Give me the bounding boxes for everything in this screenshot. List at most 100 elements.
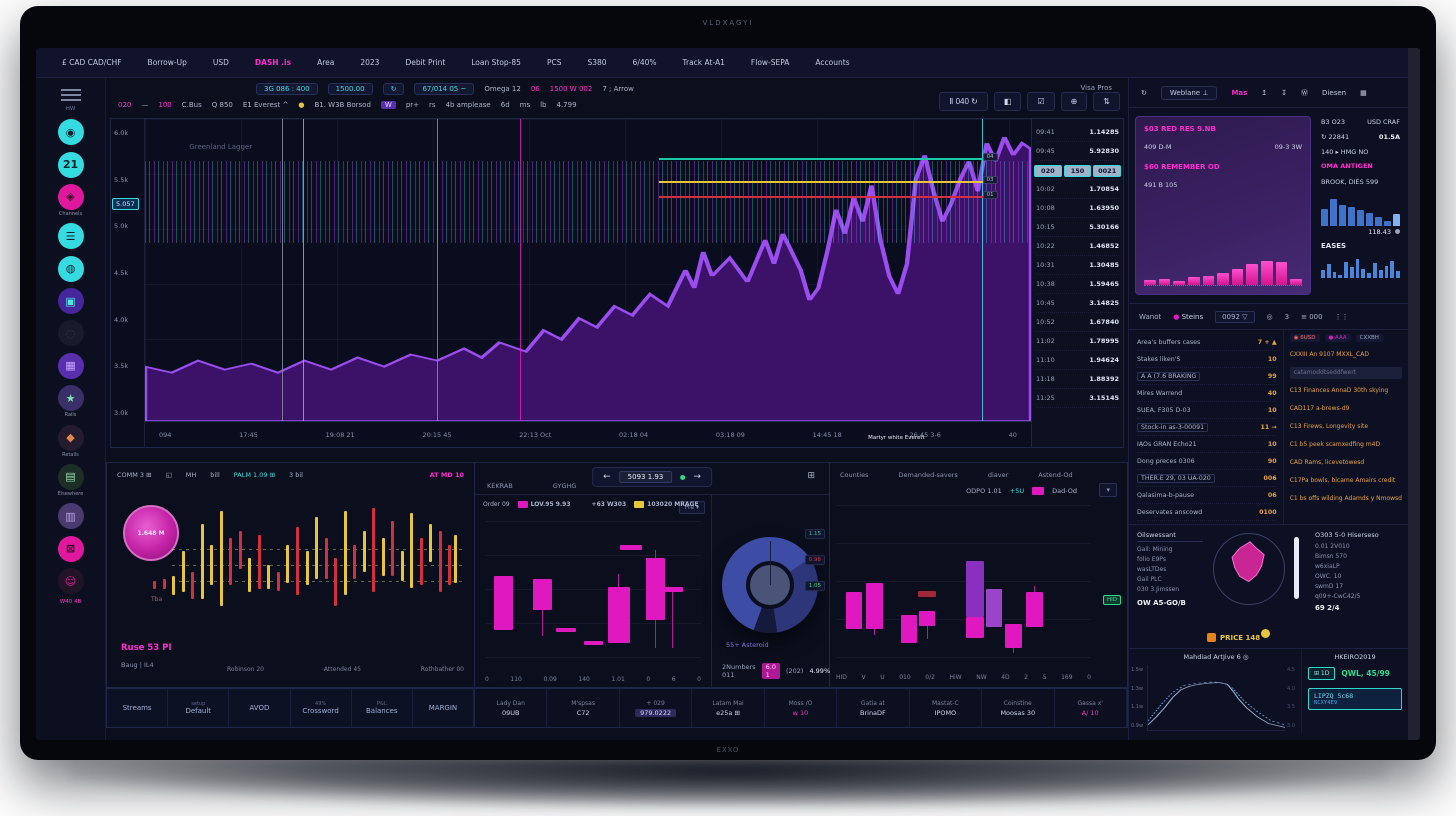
toolbar-indicator[interactable]: C.Bus — [181, 101, 202, 109]
footer-tab[interactable]: 49% Crossword — [291, 689, 352, 727]
menu-item[interactable]: Area — [317, 58, 335, 67]
sidebar-item[interactable]: ▣ — [57, 288, 84, 315]
footer-tab[interactable]: Streams — [107, 689, 169, 727]
watchlist-row[interactable]: Mires Warrend 40 — [1137, 385, 1277, 402]
menu-item[interactable]: 6/40% — [632, 58, 657, 67]
breadth-dropdown[interactable]: ▾ — [1099, 483, 1117, 497]
sidebar-item[interactable]: ★ Rails — [57, 385, 84, 418]
sidebar-app-icon[interactable]: ◉ — [57, 119, 84, 146]
selected-order-row[interactable]: 020 150 0021 — [1034, 161, 1122, 180]
volume-header-item[interactable]: AT MD 10 — [429, 471, 464, 479]
sidebar-app-icon[interactable]: ▥ — [57, 503, 84, 530]
footer-tab[interactable]: setup Default — [168, 689, 230, 727]
news-row[interactable]: CAD Rams, licevetowesd — [1289, 459, 1365, 466]
sidebar-app-icon[interactable]: ★ — [57, 385, 84, 412]
panel-tab[interactable]: GYGHG — [552, 482, 577, 490]
sidebar-item[interactable]: ◆ Retails — [57, 424, 84, 458]
toolbar-indicator[interactable]: B1. W3B Borsod — [314, 101, 371, 109]
order-row[interactable]: 09:41 1.14285 — [1036, 123, 1119, 142]
order-row[interactable]: 11:10 1.94624 — [1036, 351, 1119, 370]
order-row[interactable]: 11:25 3.15145 — [1036, 389, 1119, 408]
hamburger-menu-icon[interactable] — [60, 86, 81, 104]
status-cell[interactable]: Latam Mai e25a ⊞ — [692, 689, 765, 727]
order-line[interactable]: 03 — [658, 175, 998, 184]
toolbar-indicator[interactable]: 100 — [158, 101, 172, 109]
right-header-item[interactable]: Ⓦ — [1301, 88, 1309, 97]
scrollbar-thumb[interactable] — [1294, 537, 1299, 599]
sidebar-app-icon[interactable]: ▦ — [57, 352, 84, 379]
watchlist-row[interactable]: Qalasima-b-pause 06 — [1137, 487, 1277, 504]
order-row[interactable]: 10:52 1.67840 — [1036, 313, 1119, 332]
right-header-item[interactable]: ↥ — [1261, 88, 1268, 97]
menu-item[interactable]: Debit Print — [405, 58, 446, 67]
news-row[interactable]: C13 Finances AnnaD 30th skying — [1289, 387, 1389, 394]
right-header-item[interactable]: ▦ — [1360, 88, 1367, 97]
breadth-bar-chart[interactable] — [836, 505, 1091, 661]
menu-item[interactable]: £ CAD CAD/CHF — [62, 58, 122, 67]
menu-item[interactable]: PCS — [546, 58, 562, 67]
sidebar-app-icon[interactable]: 21 — [57, 151, 84, 178]
menu-item[interactable]: 2023 — [360, 58, 380, 67]
candle-dropdown[interactable]: Pre ▾ — [678, 501, 705, 514]
sidebar-item[interactable]: ◉ — [57, 119, 84, 146]
radar-chart[interactable] — [1213, 533, 1285, 605]
toolbar-indicator[interactable]: lb — [540, 101, 547, 109]
toolbar-control[interactable]: 1500 W 002 — [549, 85, 593, 93]
watchlist-header-item[interactable]: ● Steins — [1173, 312, 1204, 321]
toolbar-indicator[interactable]: ms — [519, 101, 531, 109]
menu-item[interactable]: Accounts — [815, 58, 850, 67]
menu-item[interactable]: USD — [212, 58, 229, 67]
toolbar-control[interactable]: 3G 086 : 400 — [256, 83, 318, 95]
volume-header-item[interactable]: COMM 3 ⊞ — [117, 471, 152, 479]
status-cell[interactable]: Coinstine Moosas 30 — [982, 689, 1055, 727]
next-button[interactable]: → — [693, 472, 701, 482]
watchlist-header-item[interactable]: 0092 ▽ — [1215, 310, 1255, 323]
menu-item[interactable]: Flow-SEPA — [750, 58, 790, 67]
volume-header-item[interactable]: 3 bil — [289, 471, 303, 479]
sidebar-app-icon[interactable]: ◈ — [57, 183, 84, 210]
news-filter-chip[interactable]: CXXBH — [1355, 334, 1383, 342]
watchlist-header-item[interactable]: 3 — [1284, 312, 1290, 321]
panel-tab[interactable]: Counties — [840, 471, 869, 479]
panel-tab[interactable]: Astend-Od — [1038, 471, 1073, 479]
toolbar-button[interactable]: ⊕ — [1060, 92, 1088, 111]
toolbar-button[interactable]: ◧ — [993, 92, 1022, 111]
order-line[interactable]: 04 — [658, 153, 998, 162]
sidebar-item[interactable]: ◈ Channels — [57, 183, 84, 217]
menu-item[interactable]: Track At-A1 — [682, 58, 725, 67]
watchlist-row[interactable]: Area's buffers cases 7 + ▲ — [1137, 334, 1277, 351]
watchlist-row[interactable]: Dong preces 0306 90 — [1137, 453, 1277, 470]
panel-tab[interactable]: Demanded-savers — [898, 471, 958, 479]
status-cell[interactable]: Mastat-C IPOMO — [910, 689, 983, 727]
order-row[interactable]: 11:18 1.88392 — [1036, 370, 1119, 389]
order-row[interactable]: 10:02 1.70854 — [1036, 180, 1119, 199]
status-cell[interactable]: Moss /O w 10 — [765, 689, 838, 727]
news-filter-chip[interactable]: ◉ 6USD — [1289, 334, 1320, 342]
menu-item[interactable]: DASH .is — [254, 58, 292, 67]
watchlist-header-item[interactable]: ≡ 000 — [1301, 312, 1323, 321]
sidebar-app-icon[interactable]: ◌ — [57, 320, 84, 347]
watchlist-row[interactable]: Deservates anscowd 0100 — [1137, 504, 1277, 521]
right-header-item[interactable]: Diesen — [1322, 88, 1347, 97]
sidebar-app-icon[interactable]: ▣ — [57, 288, 84, 315]
volume-spike-chart[interactable] — [147, 497, 464, 633]
promo-card[interactable]: $03 RED RES 9.NB 409 D-M 09-3 3W $60 REM… — [1135, 116, 1311, 295]
order-row[interactable] — [1036, 161, 1119, 180]
toolbar-indicator[interactable]: E1 Everest ^ — [242, 101, 289, 109]
order-row[interactable]: 10:31 1.30485 — [1036, 256, 1119, 275]
volume-header-item[interactable]: PALM 1.09 ⊞ — [233, 471, 276, 479]
sidebar-item[interactable]: ☰ — [57, 223, 84, 250]
order-row[interactable]: 09:45 5.92830 — [1036, 142, 1119, 161]
order-row[interactable]: 10:08 1.63950 — [1036, 199, 1119, 218]
sidebar-app-icon[interactable]: ☰ — [57, 223, 84, 250]
right-header-item[interactable]: Weblane ⊥ — [1160, 85, 1218, 100]
watchlist-row[interactable]: Stock-in as-3-00091 11 → — [1137, 419, 1277, 436]
news-row[interactable]: C1 bs offs wilding Adamds y Nmowsd — [1289, 495, 1402, 502]
order-row[interactable]: 11:02 1.78995 — [1036, 332, 1119, 351]
watchlist-row[interactable]: SUEA, F305 D-03 10 — [1137, 402, 1277, 419]
footer-tab[interactable]: AVOD — [229, 689, 291, 727]
news-row[interactable]: CXXIII An 9107 MXXL_CAD — [1289, 351, 1369, 358]
watchlist-header-item[interactable]: ⋮⋮ — [1334, 312, 1349, 321]
toolbar-indicator[interactable]: pr+ — [405, 101, 420, 109]
toolbar-indicator[interactable]: 4b amplease — [445, 101, 491, 109]
